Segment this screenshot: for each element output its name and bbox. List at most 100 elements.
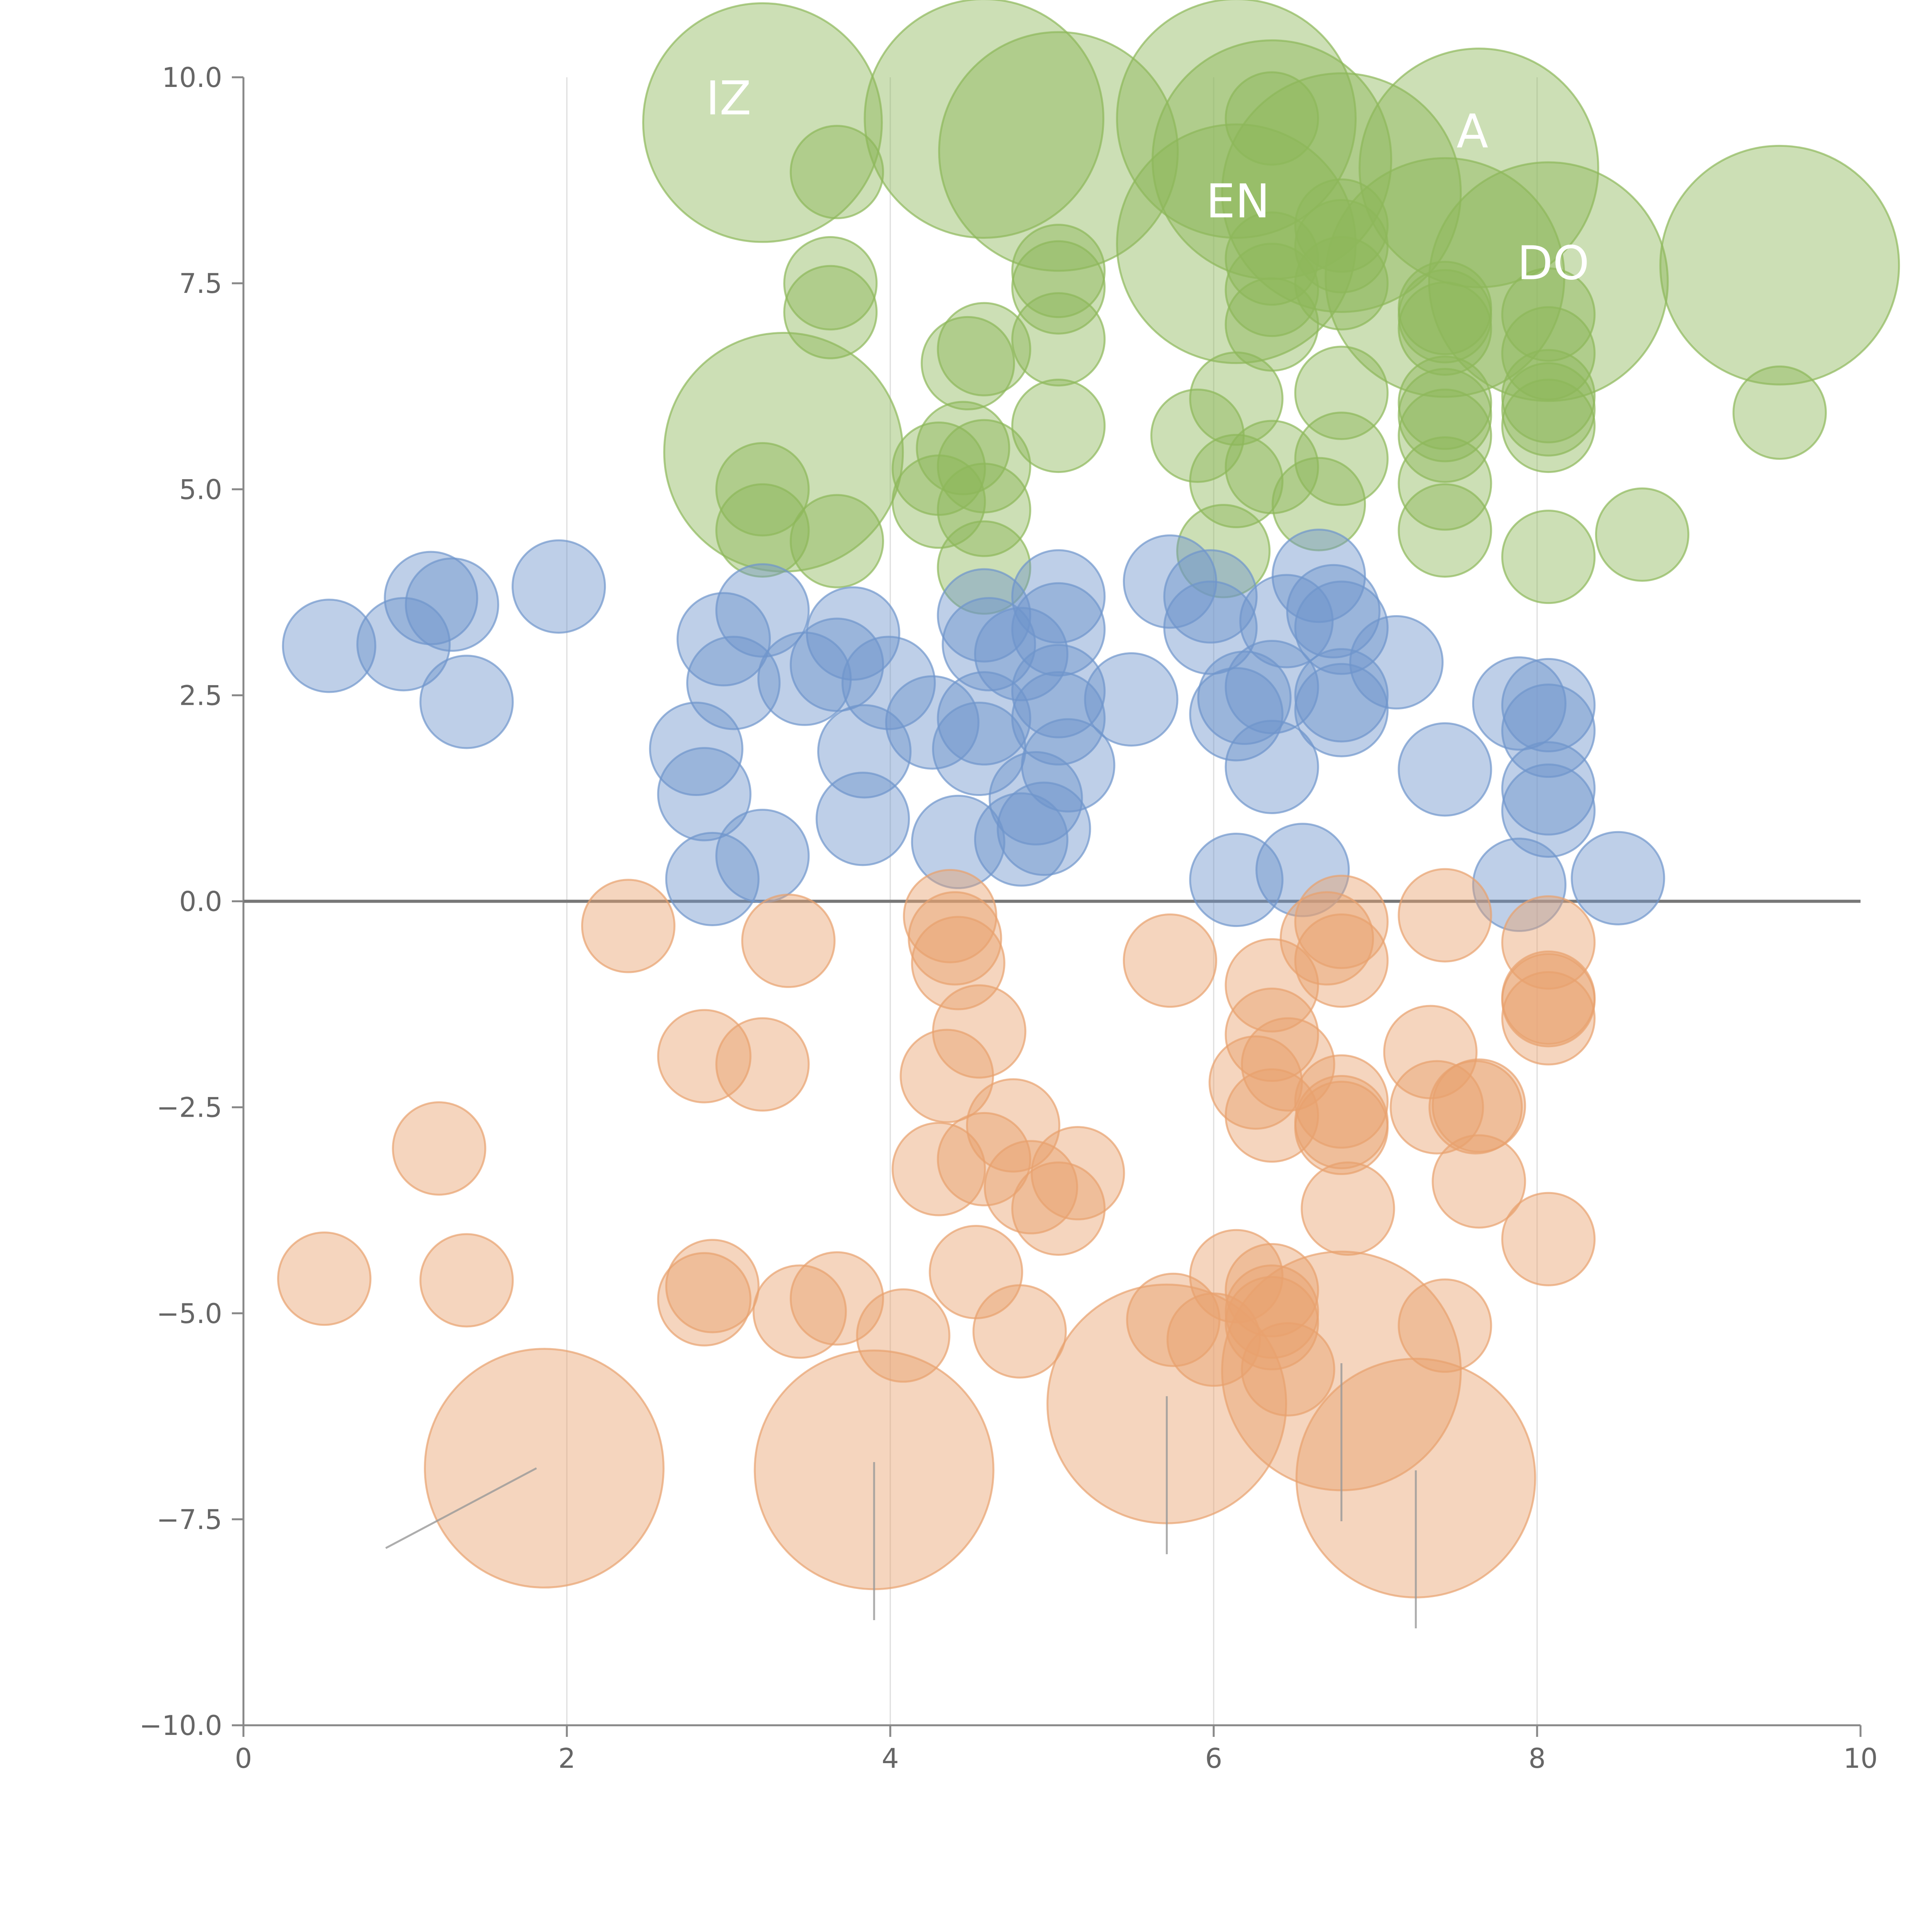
data-point (392, 1101, 486, 1196)
data-point (1732, 365, 1827, 460)
data-point (1011, 549, 1106, 644)
data-point (405, 557, 499, 652)
data-point (1571, 831, 1665, 925)
data-point (937, 520, 1031, 615)
data-point (1084, 652, 1179, 747)
data-point (974, 607, 1069, 701)
data-point (1501, 510, 1596, 604)
data-point (1011, 644, 1106, 738)
data-point (1501, 953, 1596, 1048)
data-point (920, 316, 1015, 411)
data-point (1294, 178, 1389, 273)
data-point (783, 265, 878, 359)
data-point (937, 302, 1031, 396)
data-point (1294, 199, 1389, 294)
data-point (942, 597, 1036, 692)
data-point (419, 655, 514, 749)
data-point (1501, 267, 1596, 362)
data-point (1011, 671, 1106, 766)
data-point (1294, 1080, 1389, 1175)
data-point (1428, 1060, 1523, 1155)
data-point (1659, 145, 1900, 386)
data-point (657, 747, 752, 842)
data-point (581, 879, 676, 973)
axes (232, 76, 1862, 1737)
data-point (1225, 1068, 1319, 1163)
data-point (1163, 549, 1258, 644)
data-point (911, 794, 1005, 889)
data-point (1031, 1126, 1125, 1221)
data-points (277, 0, 1900, 1599)
data-point (741, 893, 836, 988)
data-point (908, 891, 1002, 986)
data-point (1501, 306, 1596, 401)
data-point (937, 463, 1031, 557)
data-point (1501, 349, 1596, 444)
data-point (916, 401, 1010, 495)
annotation-label: DO (1517, 236, 1589, 290)
y-tick-label: 0.0 (179, 886, 222, 918)
y-tick-label: 5.0 (179, 474, 222, 505)
data-point (715, 442, 810, 537)
data-point (937, 568, 1031, 663)
data-point (1011, 1161, 1106, 1256)
data-point (1166, 1292, 1261, 1387)
data-point (282, 599, 376, 693)
data-point (1286, 564, 1381, 658)
data-point (1225, 1264, 1319, 1359)
annotation-label: IZ (706, 72, 752, 126)
data-point (676, 592, 771, 687)
data-point (424, 1348, 665, 1589)
data-point (1398, 281, 1492, 376)
data-point (1349, 615, 1444, 710)
data-point (1472, 837, 1567, 932)
y-tick-label: −2.5 (156, 1092, 222, 1124)
data-point (1432, 1134, 1526, 1229)
data-point (1301, 1161, 1395, 1256)
data-point (1501, 971, 1596, 1066)
data-point (1501, 741, 1596, 836)
data-point (997, 781, 1091, 876)
x-tick-label: 2 (558, 1743, 576, 1774)
y-tick-label: −7.5 (156, 1504, 222, 1536)
annotation-label: A (1457, 105, 1488, 158)
data-point (1163, 580, 1258, 675)
data-point (984, 1140, 1078, 1235)
data-point (937, 671, 1031, 766)
data-point (966, 1078, 1061, 1173)
data-point (642, 2, 883, 243)
data-point (1189, 832, 1284, 927)
data-point (1208, 1035, 1303, 1130)
data-point (1225, 938, 1319, 1033)
data-point (1239, 574, 1334, 668)
data-point (856, 1288, 951, 1383)
annotations: IZ EN DO A (706, 72, 1590, 291)
data-point (891, 1122, 986, 1216)
data-point (1294, 236, 1389, 331)
data-point (1398, 269, 1492, 364)
data-point (885, 675, 980, 770)
leader-lines (385, 1363, 1417, 1629)
y-tick-label: −5.0 (156, 1298, 222, 1330)
data-point (789, 494, 884, 588)
data-point (657, 1252, 752, 1347)
data-point (1225, 420, 1319, 514)
data-point (974, 792, 1069, 887)
data-point (1116, 123, 1357, 364)
data-point (1011, 240, 1106, 335)
data-point (1501, 895, 1596, 990)
data-point (938, 31, 1179, 272)
data-point (1501, 1192, 1596, 1286)
x-tick-label: 6 (1205, 1743, 1223, 1774)
data-point (815, 772, 910, 866)
data-point (419, 1233, 514, 1328)
tick-labels: 0 2 4 6 8 10 10.0 7.5 5.0 2.5 0.0 −2.5 −5.0 −7.5 −10.0 (139, 62, 1878, 1774)
data-point (1358, 48, 1599, 288)
data-point (783, 236, 878, 331)
y-tick-label: −10.0 (139, 1710, 222, 1742)
data-point (277, 1231, 372, 1326)
data-point (1472, 656, 1567, 751)
data-point (665, 1239, 760, 1333)
